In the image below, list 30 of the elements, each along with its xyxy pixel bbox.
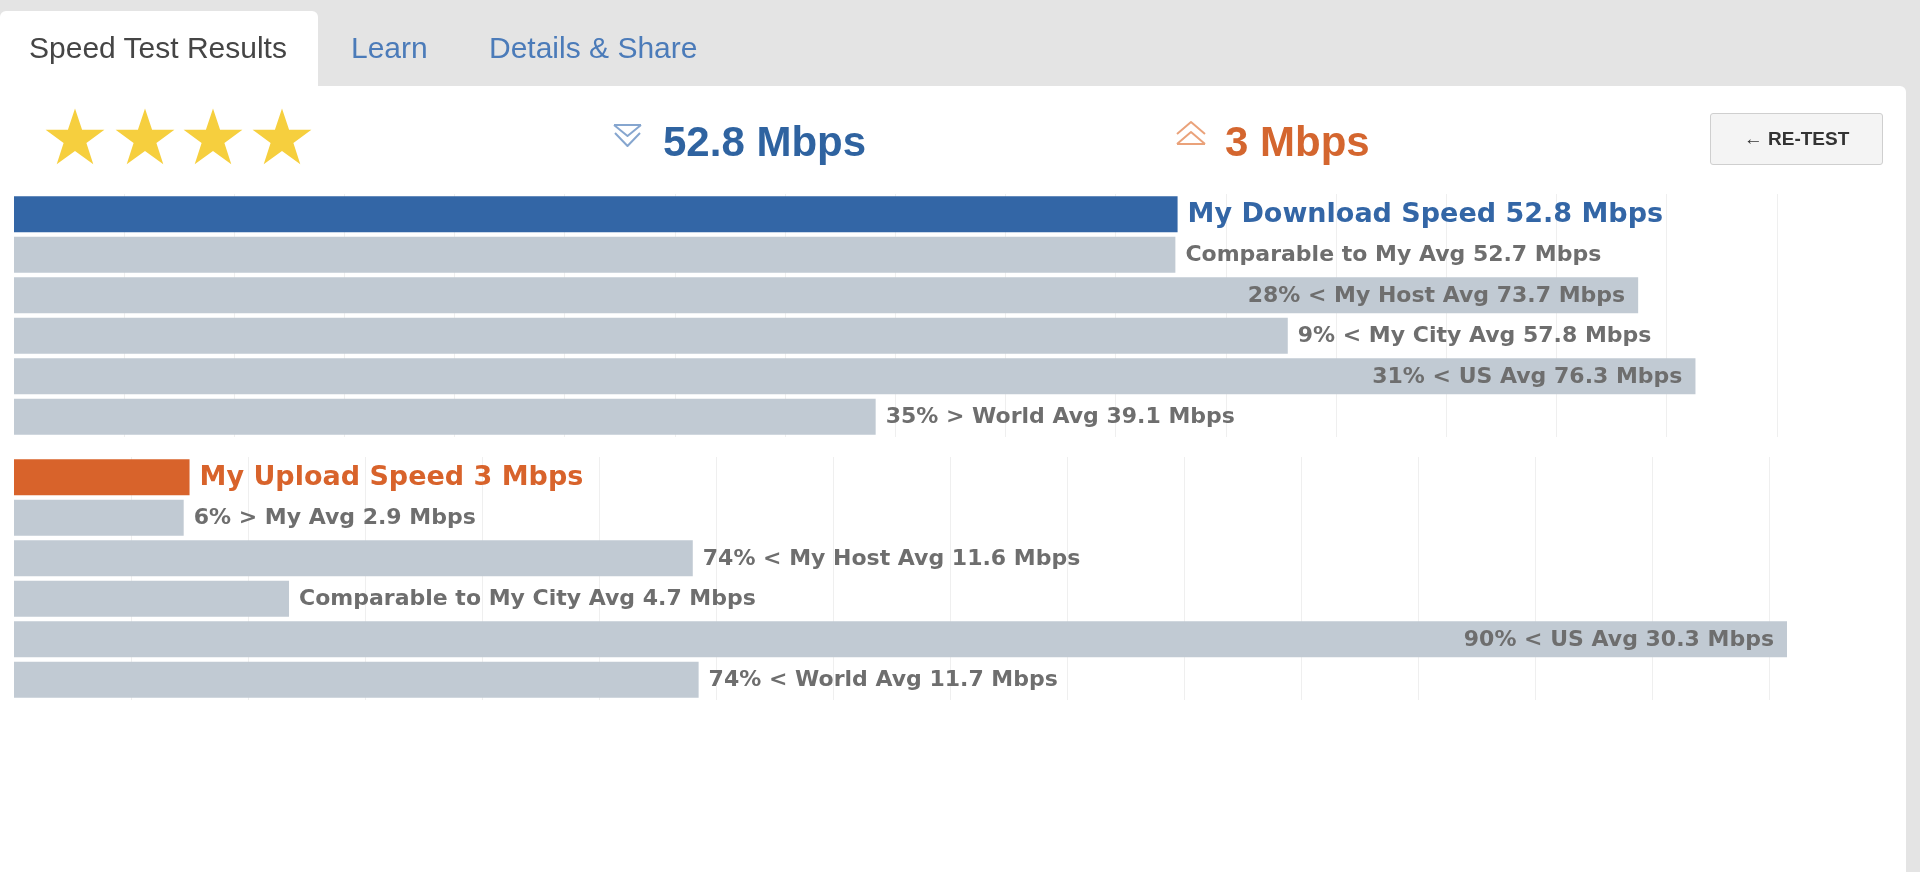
data-label: 90% < US Avg 30.3 Mbps: [1463, 625, 1774, 651]
data-label: Comparable to My City Avg 4.7 Mbps: [299, 585, 756, 611]
bar: [14, 277, 1639, 314]
text: Details & Share: [489, 31, 698, 65]
bar: [14, 499, 184, 536]
bar: [14, 540, 693, 577]
bar: [14, 358, 1696, 395]
tab: Speed Test Results: [0, 11, 318, 86]
bar: [14, 459, 190, 496]
data-label: 74% < World Avg 11.7 Mbps: [708, 666, 1058, 692]
bar: [14, 580, 290, 617]
bar: [14, 236, 1176, 273]
data-label: My Download Speed 52.8 Mbps: [1187, 197, 1664, 229]
text: 3 Mbps: [1225, 118, 1370, 165]
data-label: Comparable to My Avg 52.7 Mbps: [1185, 241, 1602, 267]
text: 52.8 Mbps: [663, 118, 867, 165]
button: ← RE-TEST: [1710, 113, 1883, 165]
data-label: 9% < My City Avg 57.8 Mbps: [1297, 322, 1652, 348]
data-label: 35% > World Avg 39.1 Mbps: [885, 403, 1235, 429]
data-label: 28% < My Host Avg 73.7 Mbps: [1247, 281, 1626, 307]
bar: [14, 661, 699, 698]
bar: [14, 621, 1787, 658]
data-label: My Upload Speed 3 Mbps: [199, 460, 584, 492]
bar: [14, 398, 876, 435]
data-label: 74% < My Host Avg 11.6 Mbps: [702, 544, 1081, 570]
data-label: 31% < US Avg 76.3 Mbps: [1372, 362, 1683, 388]
data-label: 6% > My Avg 2.9 Mbps: [193, 504, 476, 530]
bar: [14, 317, 1288, 354]
bar: [14, 196, 1178, 233]
text: Learn: [351, 31, 428, 65]
